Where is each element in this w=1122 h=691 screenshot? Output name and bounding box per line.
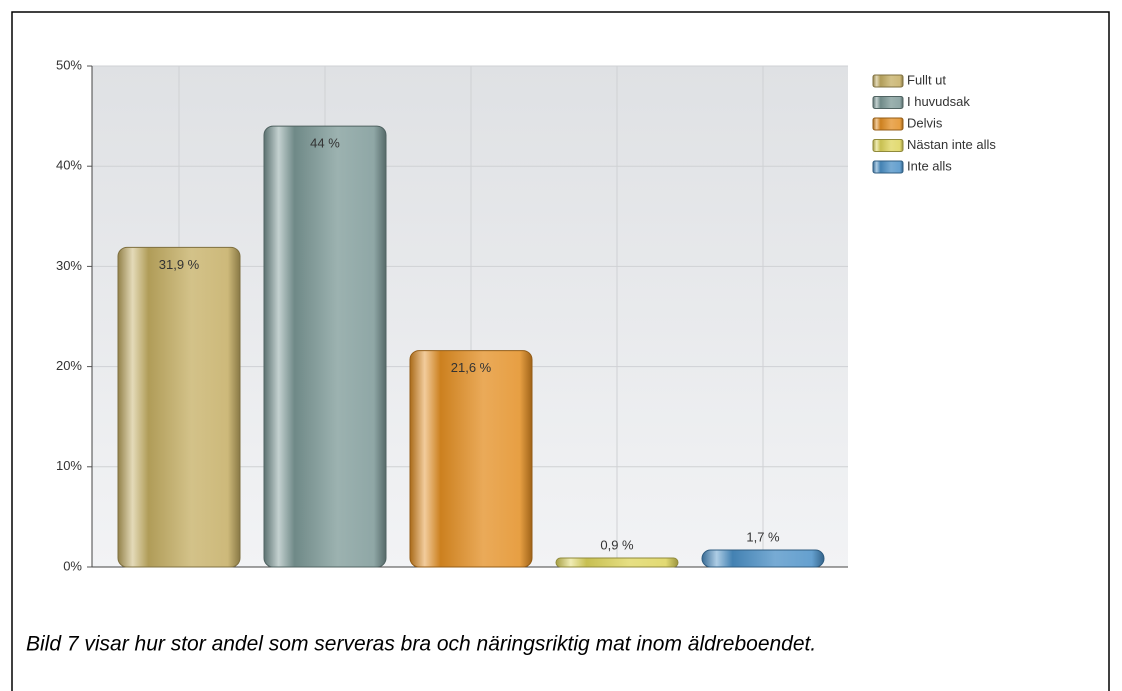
legend-swatch: [872, 139, 904, 152]
y-tick-label: 40%: [56, 158, 82, 173]
bar: [701, 549, 825, 568]
bar: [117, 246, 241, 568]
legend-swatch: [872, 160, 904, 174]
frame: [11, 11, 1110, 691]
y-tick-label: 50%: [56, 57, 82, 72]
legend-swatch: [872, 117, 904, 131]
legend-label: Inte alls: [907, 158, 952, 173]
legend-label: Fullt ut: [907, 72, 946, 87]
legend-label: I huvudsak: [907, 94, 970, 109]
legend-swatch: [872, 96, 904, 109]
legend-label: Delvis: [907, 115, 943, 130]
value-label: 1,7 %: [746, 529, 780, 544]
bar: [555, 557, 679, 568]
value-label: 31,9 %: [159, 257, 200, 272]
legend-swatch: [872, 74, 904, 88]
bar: [409, 350, 533, 568]
y-tick-label: 10%: [56, 458, 82, 473]
value-label: 44 %: [310, 136, 340, 151]
value-label: 0,9 %: [600, 537, 634, 552]
bar: [263, 125, 387, 568]
y-tick-label: 0%: [63, 558, 82, 573]
caption: Bild 7 visar hur stor andel som serveras…: [26, 633, 816, 656]
legend-label: Nästan inte alls: [907, 137, 996, 152]
y-tick-label: 30%: [56, 258, 82, 273]
value-label: 21,6 %: [451, 360, 492, 375]
y-tick-label: 20%: [56, 358, 82, 373]
